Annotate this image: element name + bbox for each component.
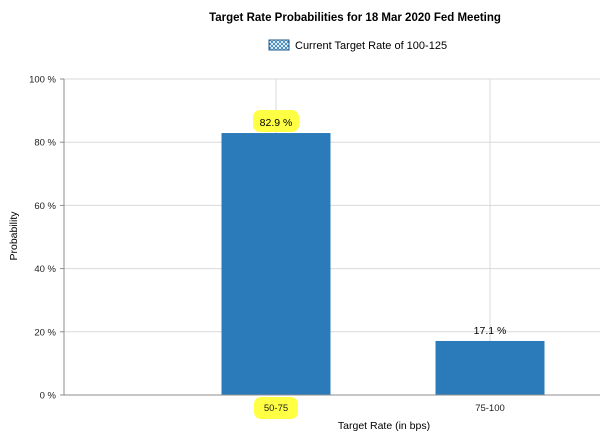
- chart-title: Target Rate Probabilities for 18 Mar 202…: [209, 12, 501, 24]
- labels: 0 % 20 % 40 % 60 % 80 % 100 % 82.9 % 50-75 17.1 …: [29, 75, 506, 415]
- y-tick-label: 40 %: [34, 264, 56, 275]
- bar-value-label: 17.1 %: [474, 325, 507, 337]
- legend: Current Target Rate of 100-125: [268, 39, 447, 52]
- bar-75-100: [435, 340, 545, 395]
- x-tick-label: 50-75: [264, 403, 288, 414]
- highlighter-mark: [254, 397, 298, 419]
- y-tick-label: 0 %: [40, 391, 57, 402]
- x-tick-label: 75-100: [475, 403, 505, 414]
- y-tick-label: 100 %: [29, 75, 56, 86]
- highlights: [253, 110, 299, 419]
- y-tick-label: 80 %: [34, 138, 56, 149]
- bar-50-75: [221, 133, 331, 395]
- highlighter-mark: [253, 110, 299, 133]
- y-tick-label: 60 %: [34, 201, 56, 212]
- bar-value-label: 82.9 %: [260, 117, 293, 129]
- y-tick-label: 20 %: [34, 327, 56, 338]
- legend-label: Current Target Rate of 100-125: [295, 40, 447, 52]
- axes: [60, 78, 600, 396]
- x-axis-title: Target Rate (in bps): [338, 420, 430, 432]
- legend-swatch: [268, 39, 290, 51]
- y-axis-title: Probability: [8, 211, 20, 261]
- bars: [221, 133, 545, 395]
